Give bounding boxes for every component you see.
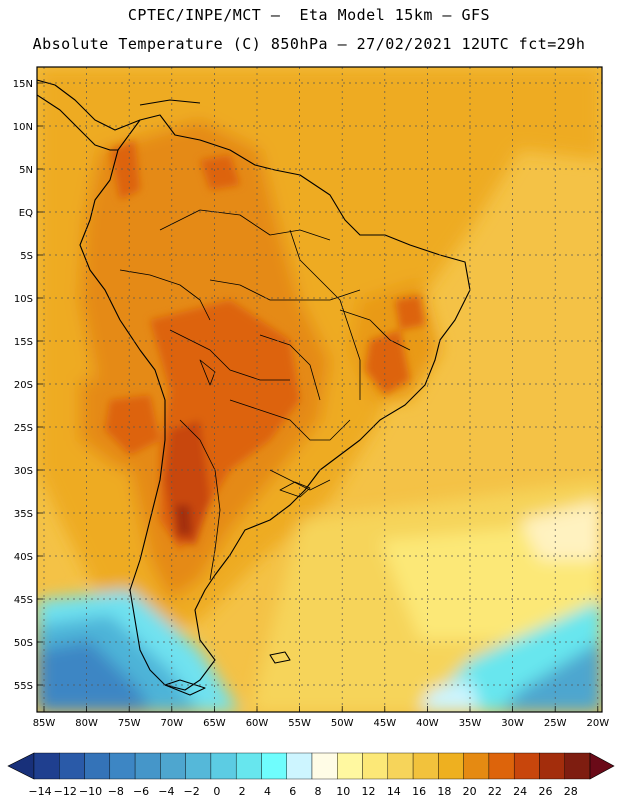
lat-tick-label: 25S <box>14 423 33 434</box>
colorbar-label: −10 <box>79 785 102 798</box>
colorbar-label: −4 <box>158 785 174 798</box>
map-title: CPTEC/INPE/MCT — Eta Model 15km — GFS <box>127 6 491 24</box>
colorbar-swatch <box>286 752 313 780</box>
colorbar-swatch <box>311 752 338 780</box>
colorbar-label: −14 <box>28 785 51 798</box>
lat-tick-label: 10N <box>13 122 33 133</box>
colorbar-over-arrow <box>589 752 615 780</box>
colorbar-label: 10 <box>336 785 350 798</box>
lat-tick-label: 5N <box>19 165 33 176</box>
colorbar-swatch <box>160 752 186 780</box>
lat-tick-label: 30S <box>14 466 33 477</box>
colorbar-label: 16 <box>412 785 426 798</box>
colorbar-label: −8 <box>108 785 124 798</box>
colorbar-label: 28 <box>564 785 578 798</box>
caribbean-islands <box>139 99 201 106</box>
colorbar-swatch <box>438 752 464 780</box>
colorbar-swatch <box>362 752 389 780</box>
lon-tick-label: 35W <box>459 718 482 729</box>
colorbar-swatch <box>210 752 237 780</box>
lat-tick-label: 20S <box>14 380 33 391</box>
lat-tick-label: EQ <box>19 208 33 219</box>
colorbar-swatch <box>261 752 287 780</box>
lon-tick-label: 60W <box>246 718 269 729</box>
colorbar-label: 22 <box>488 785 502 798</box>
colorbar-swatch <box>134 752 161 780</box>
map-subtitle: Absolute Temperature (C) 850hPa — 27/02/… <box>32 35 586 53</box>
lon-tick-label: 50W <box>331 718 354 729</box>
color-legend-labels: −14 −12 −10 −8 −6 −4 −2 0 2 4 6 8 10 12 14 16 18 20 22 24 26… <box>28 785 577 798</box>
color-legend <box>7 752 615 780</box>
lon-tick-label: 55W <box>288 718 311 729</box>
lat-tick-label: 35S <box>14 509 33 520</box>
colorbar-label: 20 <box>463 785 477 798</box>
lat-tick-label: 15N <box>13 79 33 90</box>
lon-tick-label: 30W <box>501 718 524 729</box>
colorbar-label: −6 <box>133 785 149 798</box>
lon-tick-label: 25W <box>544 718 567 729</box>
country-borders <box>119 209 411 581</box>
lon-tick-label: 20W <box>586 718 609 729</box>
colorbar-label: 12 <box>362 785 376 798</box>
lon-tick-label: 85W <box>33 718 56 729</box>
map-frame <box>36 66 603 713</box>
colorbar-swatch <box>109 752 136 780</box>
graticule <box>37 67 602 712</box>
colorbar-swatch <box>412 752 439 780</box>
south-america-coastline <box>79 114 471 691</box>
colorbar-label: 2 <box>239 785 246 798</box>
colorbar-swatch <box>235 752 262 780</box>
colorbar-swatch <box>337 752 363 780</box>
falkland-islands <box>269 651 291 664</box>
lat-tick-label: 5S <box>20 251 33 262</box>
colorbar-swatch <box>84 752 111 780</box>
colorbar-label: 18 <box>437 785 451 798</box>
lat-tick-label: 10S <box>14 294 33 305</box>
colorbar-swatch <box>488 752 515 780</box>
colorbar-swatch <box>539 752 565 780</box>
lon-tick-label: 45W <box>373 718 396 729</box>
colorbar-label: 24 <box>513 785 527 798</box>
lon-tick-label: 70W <box>160 718 183 729</box>
central-america-north-coast <box>37 79 141 131</box>
lon-tick-label: 75W <box>118 718 141 729</box>
lat-tick-label: 50S <box>14 638 33 649</box>
latitude-axis: 15N 10N 5N EQ 5S 10S 15S 20S 25S 30S 35S 40S 45S 50S 5… <box>13 79 33 692</box>
central-america-coastline <box>37 94 118 151</box>
colorbar-swatch <box>33 752 60 780</box>
temperature-field <box>37 67 602 712</box>
colorbar-label: −2 <box>184 785 200 798</box>
lat-tick-label: 15S <box>14 337 33 348</box>
lat-tick-label: 45S <box>14 595 33 606</box>
colorbar-swatch <box>185 752 212 780</box>
colorbar-swatch <box>387 752 414 780</box>
colorbar-swatch <box>513 752 540 780</box>
lon-tick-label: 80W <box>75 718 98 729</box>
colorbar-label: 14 <box>387 785 401 798</box>
colorbar-label: 8 <box>315 785 322 798</box>
colorbar-label: 6 <box>289 785 296 798</box>
coastline-layer <box>37 79 471 696</box>
colorbar-label: 26 <box>538 785 552 798</box>
colorbar-label: −12 <box>54 785 77 798</box>
colorbar-under-arrow <box>7 752 35 780</box>
lon-tick-label: 65W <box>203 718 226 729</box>
colorbar-label: 0 <box>213 785 220 798</box>
colorbar-swatch <box>463 752 490 780</box>
lon-tick-label: 40W <box>416 718 439 729</box>
lat-tick-label: 55S <box>14 681 33 692</box>
longitude-axis: 85W 80W 75W 70W 65W 60W 55W 50W 45W 40W 35W 30W 25W 2… <box>33 718 610 729</box>
tierra-del-fuego <box>164 679 206 696</box>
colorbar-swatch <box>564 752 591 780</box>
colorbar-swatch <box>59 752 85 780</box>
colorbar-label: 4 <box>264 785 271 798</box>
lat-tick-label: 40S <box>14 552 33 563</box>
